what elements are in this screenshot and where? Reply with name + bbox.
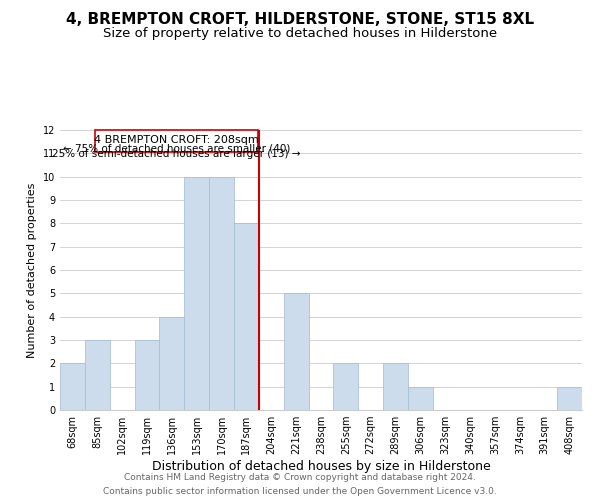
- Bar: [383, 364, 408, 410]
- Text: ← 75% of detached houses are smaller (40): ← 75% of detached houses are smaller (40…: [63, 144, 290, 154]
- Text: 4 BREMPTON CROFT: 208sqm: 4 BREMPTON CROFT: 208sqm: [94, 135, 259, 145]
- Text: 4, BREMPTON CROFT, HILDERSTONE, STONE, ST15 8XL: 4, BREMPTON CROFT, HILDERSTONE, STONE, S…: [66, 12, 534, 28]
- Bar: [284, 294, 308, 410]
- Bar: [408, 386, 433, 410]
- Text: 25% of semi-detached houses are larger (13) →: 25% of semi-detached houses are larger (…: [52, 149, 301, 159]
- Bar: [334, 364, 358, 410]
- Bar: [184, 176, 209, 410]
- FancyBboxPatch shape: [95, 130, 259, 152]
- X-axis label: Distribution of detached houses by size in Hilderstone: Distribution of detached houses by size …: [152, 460, 490, 473]
- Bar: [160, 316, 184, 410]
- Bar: [234, 224, 259, 410]
- Bar: [209, 176, 234, 410]
- Text: Contains HM Land Registry data © Crown copyright and database right 2024.: Contains HM Land Registry data © Crown c…: [124, 473, 476, 482]
- Bar: [85, 340, 110, 410]
- Bar: [60, 364, 85, 410]
- Bar: [134, 340, 160, 410]
- Bar: [557, 386, 582, 410]
- Y-axis label: Number of detached properties: Number of detached properties: [27, 182, 37, 358]
- Text: Contains public sector information licensed under the Open Government Licence v3: Contains public sector information licen…: [103, 486, 497, 496]
- Text: Size of property relative to detached houses in Hilderstone: Size of property relative to detached ho…: [103, 28, 497, 40]
